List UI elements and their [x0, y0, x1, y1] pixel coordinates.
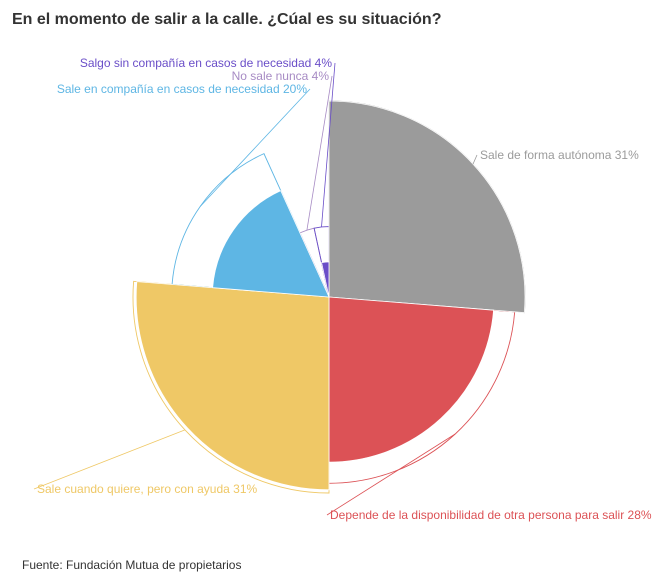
leader-line — [199, 88, 311, 207]
leader-line — [33, 429, 186, 490]
slice-fill — [328, 296, 495, 463]
slice-fill — [321, 261, 330, 298]
slice-label: Sale de forma autónoma 31% — [480, 148, 639, 162]
slice-labels: Sale de forma autónoma 31% Depende de la … — [37, 56, 652, 522]
chart-title: En el momento de salir a la calle. ¿Cúal… — [12, 11, 442, 28]
leader-lines — [33, 62, 478, 516]
slice-fill — [135, 281, 330, 491]
leader-line — [306, 75, 333, 231]
slice-label: Sale en compañía en casos de necesidad 2… — [57, 82, 308, 96]
slice-fill — [328, 100, 526, 314]
slice-label: Salgo sin compañía en casos de necesidad… — [80, 56, 332, 70]
source-note: Fuente: Fundación Mutua de propietarios — [22, 558, 242, 572]
slice-label: Depende de la disponibilidad de otra per… — [330, 508, 652, 522]
slice-label: Sale cuando quiere, pero con ayuda 31% — [37, 482, 257, 496]
leader-line — [326, 433, 456, 516]
slice-fill — [212, 190, 330, 298]
slice-fills — [135, 100, 526, 491]
leader-line — [321, 62, 336, 228]
slice-outline — [171, 153, 330, 298]
leader-line — [472, 154, 478, 165]
slice-label: No sale nunca 4% — [232, 69, 330, 83]
